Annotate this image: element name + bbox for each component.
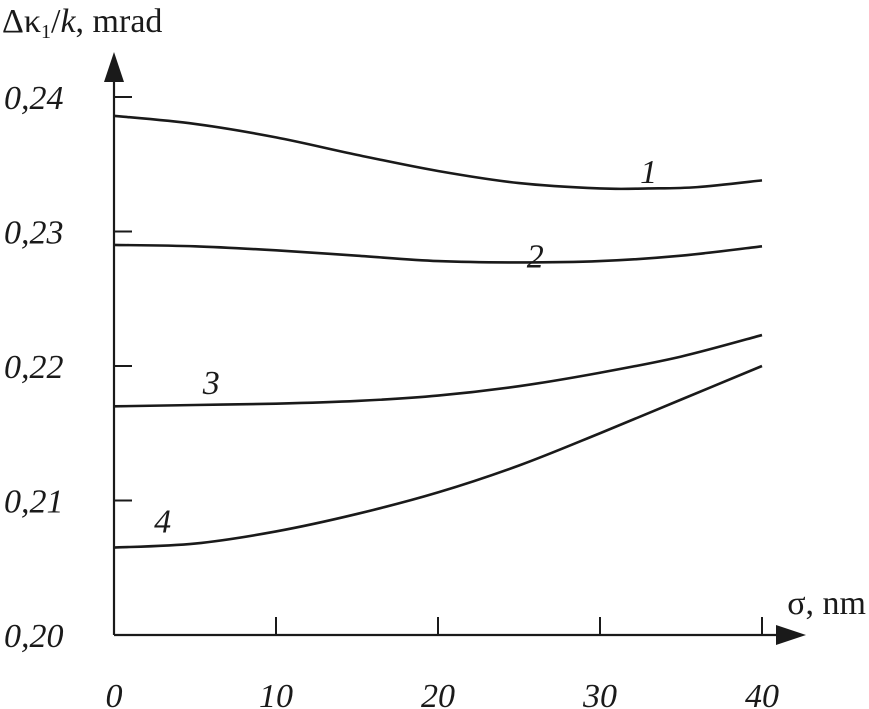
series-line-3 xyxy=(113,333,763,408)
series-label-3: 3 xyxy=(202,365,220,402)
x-tick-label: 30 xyxy=(582,678,617,709)
y-axis-arrow xyxy=(104,52,124,82)
y-axis-label: Δκ1/k, mrad xyxy=(2,3,162,43)
series-line-4 xyxy=(113,364,763,549)
series-line-1 xyxy=(113,114,763,191)
y-tick-label: 0,23 xyxy=(4,215,64,252)
ticks xyxy=(114,96,763,635)
y-tick-label: 0,22 xyxy=(4,349,64,386)
y-axis-label-k: k xyxy=(60,3,76,40)
axes xyxy=(104,52,806,645)
series-line-2 xyxy=(113,243,763,264)
x-tick-label: 20 xyxy=(421,678,455,709)
x-axis-label: σ, nm xyxy=(787,585,866,622)
x-tick-label: 0 xyxy=(106,678,123,709)
series-label-4: 4 xyxy=(154,504,171,541)
y-tick-label: 0,21 xyxy=(4,484,64,521)
series-label-2: 2 xyxy=(527,239,544,276)
x-axis-arrow xyxy=(776,625,806,645)
series-labels: 1 2 3 4 xyxy=(154,154,657,541)
y-axis-label-subscript: 1 xyxy=(41,21,51,43)
y-tick-label: 0,20 xyxy=(4,618,64,655)
x-tick-label: 10 xyxy=(259,678,293,709)
y-axis-label-slash: / xyxy=(51,3,61,40)
y-tick-label: 0,24 xyxy=(4,80,64,117)
x-tick-label: 40 xyxy=(745,678,779,709)
series-label-1: 1 xyxy=(640,154,657,191)
tick-labels: 0 10 20 30 40 0,20 0,21 0,22 0,23 0,24 xyxy=(4,80,779,709)
y-axis-label-prefix: Δκ xyxy=(2,3,41,40)
series xyxy=(113,114,763,549)
y-axis-label-suffix: , mrad xyxy=(76,3,163,40)
